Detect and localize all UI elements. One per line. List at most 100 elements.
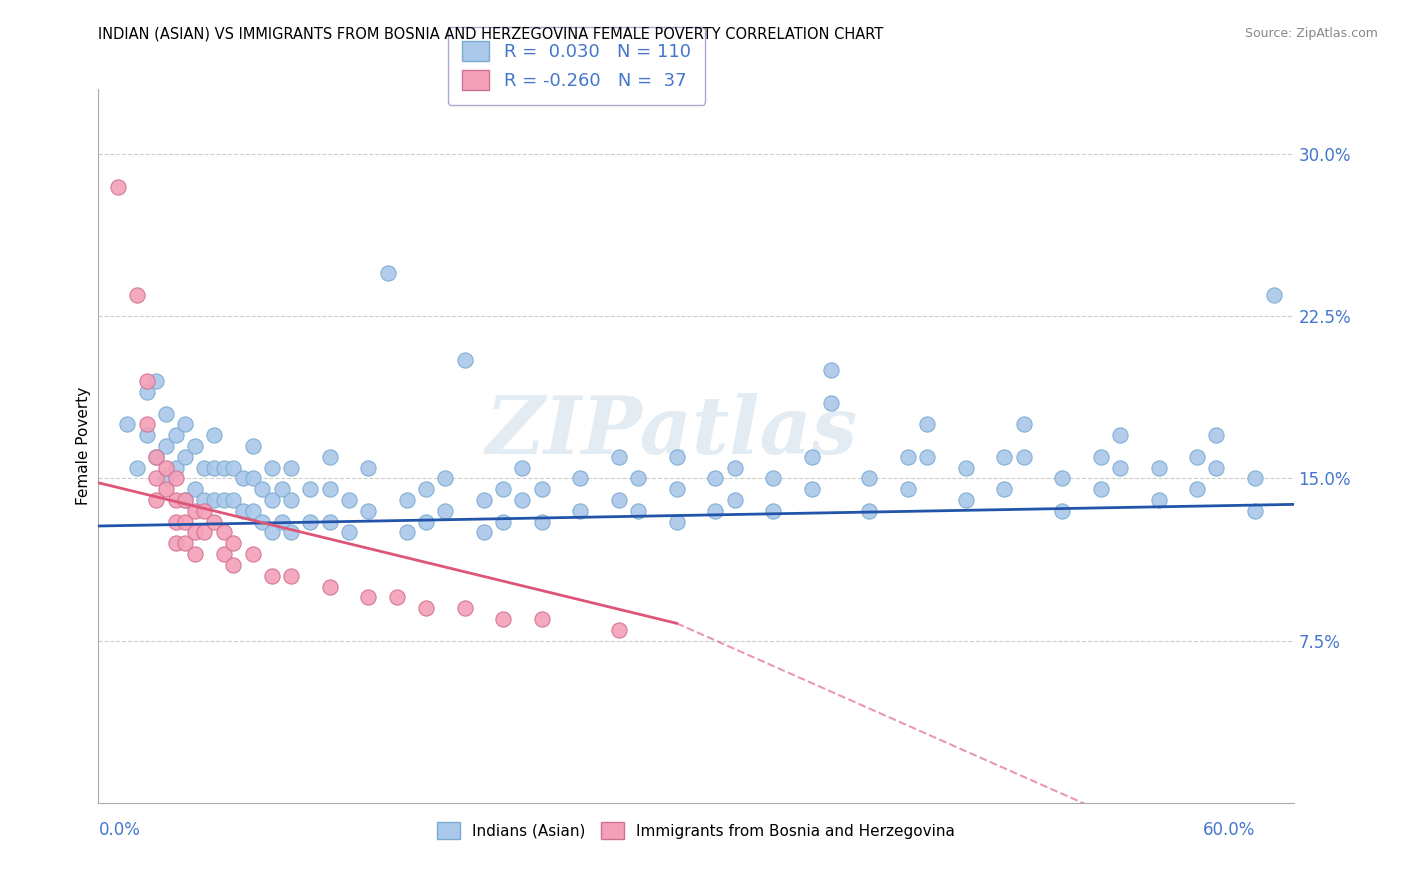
Point <box>174 493 197 508</box>
Point <box>955 460 977 475</box>
Point <box>472 525 495 540</box>
Point <box>202 428 225 442</box>
Point <box>280 493 302 508</box>
Point <box>193 493 215 508</box>
Point <box>280 460 302 475</box>
Point <box>395 493 418 508</box>
Point <box>704 504 727 518</box>
Point <box>512 460 534 475</box>
Point <box>135 384 157 399</box>
Point <box>193 460 215 475</box>
Point <box>897 482 920 496</box>
Point <box>280 568 302 582</box>
Point <box>665 482 688 496</box>
Point <box>897 450 920 464</box>
Point <box>174 515 197 529</box>
Point <box>107 179 129 194</box>
Point <box>260 493 283 508</box>
Point <box>174 417 197 432</box>
Point <box>125 287 148 301</box>
Text: Source: ZipAtlas.com: Source: ZipAtlas.com <box>1244 27 1378 40</box>
Point <box>174 450 197 464</box>
Point <box>232 504 254 518</box>
Point <box>184 482 207 496</box>
Point <box>820 363 842 377</box>
Point <box>145 450 167 464</box>
Point <box>155 407 177 421</box>
Point <box>135 417 157 432</box>
Point <box>212 460 235 475</box>
Point <box>434 471 457 485</box>
Point <box>492 482 515 496</box>
Point <box>800 482 823 496</box>
Point <box>665 450 688 464</box>
Point <box>319 450 342 464</box>
Point <box>165 471 187 485</box>
Point <box>1185 450 1208 464</box>
Point <box>165 515 187 529</box>
Point <box>184 504 207 518</box>
Point <box>607 493 630 508</box>
Point <box>627 504 650 518</box>
Point <box>858 471 880 485</box>
Text: INDIAN (ASIAN) VS IMMIGRANTS FROM BOSNIA AND HERZEGOVINA FEMALE POVERTY CORRELAT: INDIAN (ASIAN) VS IMMIGRANTS FROM BOSNIA… <box>98 27 883 42</box>
Point <box>319 482 342 496</box>
Point <box>955 493 977 508</box>
Point <box>242 547 264 561</box>
Point <box>1147 493 1170 508</box>
Point <box>232 471 254 485</box>
Point <box>145 493 167 508</box>
Point <box>607 623 630 637</box>
Point <box>299 482 322 496</box>
Point <box>530 482 553 496</box>
Point <box>155 482 177 496</box>
Point <box>174 493 197 508</box>
Point <box>155 439 177 453</box>
Point <box>453 352 475 367</box>
Point <box>299 515 322 529</box>
Point <box>723 460 745 475</box>
Point <box>917 417 939 432</box>
Point <box>1109 460 1132 475</box>
Point <box>762 504 785 518</box>
Point <box>242 439 264 453</box>
Point <box>665 515 688 529</box>
Point <box>260 568 283 582</box>
Point <box>260 460 283 475</box>
Text: 60.0%: 60.0% <box>1202 821 1256 838</box>
Point <box>627 471 650 485</box>
Point <box>145 374 167 388</box>
Point <box>222 558 245 572</box>
Point <box>1205 460 1227 475</box>
Point <box>858 504 880 518</box>
Point <box>222 460 245 475</box>
Point <box>1090 450 1112 464</box>
Point <box>193 525 215 540</box>
Point <box>212 493 235 508</box>
Point <box>492 612 515 626</box>
Point <box>723 493 745 508</box>
Legend: Indians (Asian), Immigrants from Bosnia and Herzegovina: Indians (Asian), Immigrants from Bosnia … <box>432 816 960 845</box>
Point <box>270 482 292 496</box>
Point <box>917 450 939 464</box>
Point <box>357 460 380 475</box>
Point <box>280 525 302 540</box>
Point <box>395 525 418 540</box>
Point <box>993 450 1015 464</box>
Point <box>202 460 225 475</box>
Point <box>415 601 437 615</box>
Point <box>385 591 409 605</box>
Point <box>193 504 215 518</box>
Point <box>1050 504 1073 518</box>
Point <box>453 601 475 615</box>
Point <box>377 266 399 280</box>
Point <box>800 450 823 464</box>
Point <box>242 504 264 518</box>
Point <box>165 493 187 508</box>
Point <box>1244 504 1267 518</box>
Point <box>512 493 534 508</box>
Point <box>319 580 342 594</box>
Text: ZIPatlas: ZIPatlas <box>486 393 858 470</box>
Point <box>569 504 592 518</box>
Point <box>165 460 187 475</box>
